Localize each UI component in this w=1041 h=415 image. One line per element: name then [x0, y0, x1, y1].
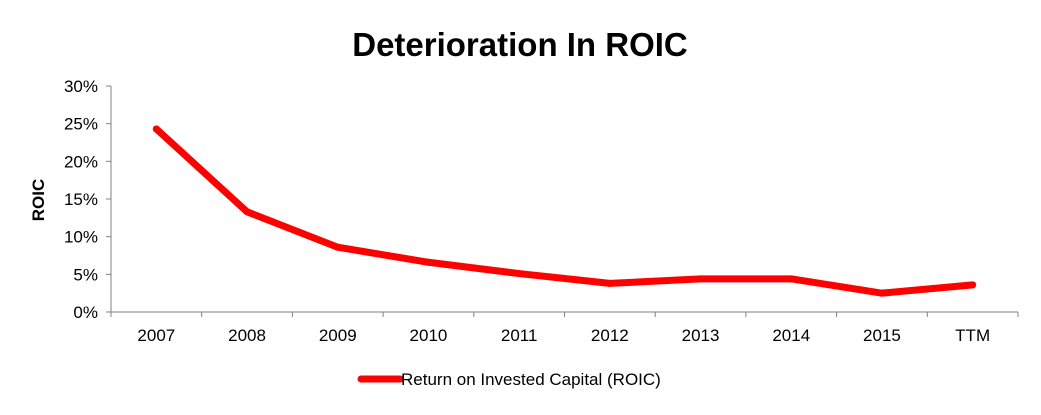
y-tick-label: 25%: [64, 115, 98, 134]
y-tick-labels: 0% 5% 10% 15% 20% 25% 30%: [64, 77, 111, 322]
data-point: [424, 258, 432, 266]
y-tick-label: 10%: [64, 228, 98, 247]
chart-title: Deterioration In ROIC: [352, 26, 688, 63]
data-point: [152, 125, 160, 133]
x-tick-label: TTM: [955, 326, 990, 345]
data-point: [606, 279, 614, 287]
legend-label: Return on Invested Capital (ROIC): [401, 370, 661, 389]
y-tick-label: 20%: [64, 152, 98, 171]
x-tick-labels: 2007 2008 2009 2010 2011 2012 2013 2014 2015 TTM: [110, 312, 1019, 345]
x-tick-label: 2012: [591, 326, 629, 345]
y-axis-label: ROIC: [29, 179, 48, 222]
y-tick-label: 15%: [64, 190, 98, 209]
data-point: [515, 270, 523, 278]
data-point: [334, 243, 342, 251]
y-tick-label: 0%: [73, 303, 98, 322]
x-tick-label: 2010: [410, 326, 448, 345]
legend: Return on Invested Capital (ROIC): [357, 370, 661, 389]
data-point: [697, 275, 705, 283]
x-tick-label: 2007: [137, 326, 175, 345]
x-tick-label: 2009: [319, 326, 357, 345]
data-point: [969, 281, 977, 289]
y-tick-label: 30%: [64, 77, 98, 96]
y-tick-label: 5%: [73, 265, 98, 284]
x-tick-label: 2013: [682, 326, 720, 345]
data-point: [878, 289, 886, 297]
x-tick-label: 2008: [228, 326, 266, 345]
series-line-roic: [152, 125, 977, 297]
x-tick-label: 2014: [772, 326, 810, 345]
x-tick-label: 2015: [863, 326, 901, 345]
data-point: [243, 208, 251, 216]
x-tick-label: 2011: [501, 326, 538, 345]
data-point: [787, 275, 795, 283]
series-layer: [152, 125, 977, 297]
